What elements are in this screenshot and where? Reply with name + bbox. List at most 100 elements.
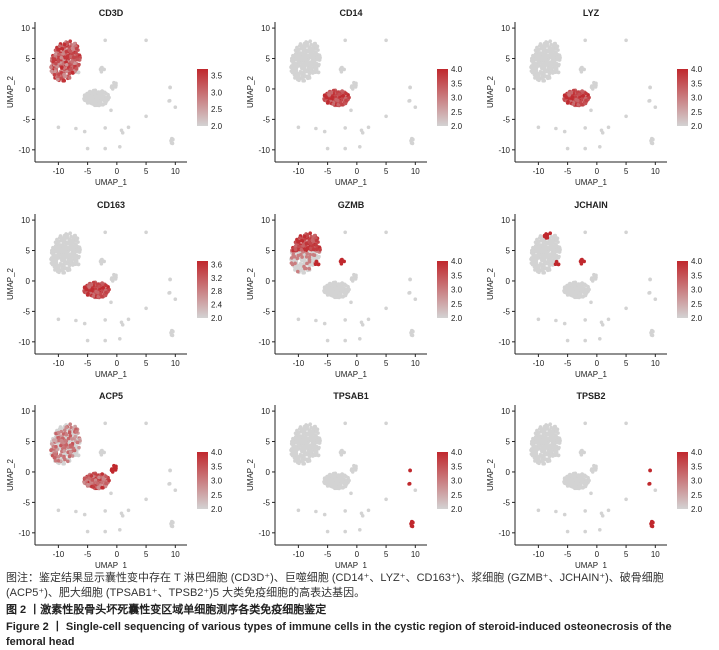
cell-point (61, 244, 65, 248)
cell-point (289, 69, 294, 73)
x-tick-label: -5 (84, 550, 92, 559)
cell-point (565, 338, 570, 343)
cell-point (366, 508, 371, 513)
cell-point (126, 125, 131, 130)
cell-point-expressed (67, 76, 72, 80)
x-tick-label: 5 (624, 550, 629, 559)
cell-point (536, 59, 541, 64)
cell-point-expressed (98, 292, 103, 296)
cell-point (532, 249, 537, 253)
cell-point-expressed (580, 102, 584, 107)
cell-point (544, 63, 549, 67)
colorbar-tick-label: 2.0 (211, 505, 223, 514)
cell-point (341, 286, 345, 290)
cell-point (322, 476, 327, 480)
cell-point (549, 54, 553, 58)
colorbar-tick-label: 3.5 (451, 79, 463, 88)
cell-point (571, 485, 576, 489)
cell-point (533, 52, 538, 56)
colorbar (197, 452, 208, 509)
cell-point (301, 79, 305, 83)
cell-point-expressed (69, 54, 73, 58)
cell-point (347, 478, 351, 483)
cell-point-expressed (52, 456, 57, 460)
cell-point-expressed (307, 266, 312, 271)
cell-point (540, 65, 544, 69)
cell-point (537, 72, 541, 77)
cell-point (171, 137, 175, 142)
cell-point-expressed (104, 283, 108, 288)
cell-point (587, 287, 591, 292)
cell-point-expressed (305, 261, 309, 266)
cell-point-expressed (56, 455, 61, 459)
cell-point (292, 73, 297, 77)
cell-point-expressed (407, 482, 411, 486)
x-tick-label: -5 (564, 550, 572, 559)
cell-point (647, 99, 651, 103)
x-tick-label: -5 (564, 167, 572, 176)
x-axis-label: UMAP_1 (95, 561, 128, 568)
cell-point (296, 59, 301, 64)
cell-point (583, 421, 587, 426)
cell-point-expressed (296, 269, 300, 274)
x-axis-label: UMAP_1 (335, 370, 368, 379)
cell-point (366, 125, 371, 130)
cell-point-expressed (289, 261, 294, 265)
y-tick-label: 0 (506, 277, 511, 286)
cell-point (304, 432, 309, 437)
cell-point (589, 491, 593, 496)
cell-point (336, 481, 340, 486)
y-tick-label: 10 (21, 24, 30, 33)
cell-point (325, 529, 330, 534)
x-tick-label: -10 (293, 167, 305, 176)
cell-point (144, 114, 148, 119)
cell-point (167, 99, 171, 103)
cell-point (569, 283, 574, 287)
colorbar-tick-label: 2.5 (691, 491, 703, 500)
cell-point (52, 265, 57, 269)
cell-point (61, 271, 65, 275)
x-tick-label: 5 (384, 359, 389, 368)
cell-point (555, 249, 560, 254)
cell-point (310, 59, 314, 64)
cell-point-expressed (316, 262, 320, 267)
cell-point (550, 59, 554, 64)
cell-point (296, 317, 301, 322)
cell-point (322, 321, 327, 326)
cell-point (72, 233, 77, 238)
cell-point (554, 126, 558, 131)
cell-point (297, 427, 302, 431)
cell-point-expressed (59, 55, 64, 60)
x-tick-label: -5 (84, 167, 92, 176)
cell-point (294, 61, 298, 66)
y-tick-label: 5 (26, 438, 31, 447)
cell-point (300, 65, 304, 69)
cell-point (413, 105, 418, 109)
cell-point (167, 291, 171, 295)
cell-point-expressed (86, 483, 90, 487)
cell-point (113, 276, 118, 280)
colorbar-tick-label: 3.5 (691, 271, 703, 280)
x-tick-label: 0 (595, 550, 600, 559)
cell-point (303, 74, 307, 79)
cell-point-expressed (296, 253, 301, 258)
cell-point (545, 69, 549, 74)
cell-point (532, 440, 537, 444)
cell-point-expressed (54, 61, 58, 66)
cell-point (384, 114, 388, 119)
cell-point-expressed (649, 524, 654, 528)
y-tick-label: 10 (21, 216, 30, 225)
cell-point (100, 448, 104, 453)
y-tick-label: 5 (266, 247, 271, 256)
colorbar-tick-label: 3.5 (451, 271, 463, 280)
y-tick-label: -10 (498, 338, 510, 347)
y-tick-label: 0 (26, 85, 31, 94)
cell-point (103, 230, 107, 235)
colorbar-tick-label: 2.0 (691, 505, 703, 514)
cell-point-expressed (295, 256, 300, 261)
cell-point (307, 263, 312, 268)
cell-point-expressed (63, 457, 67, 462)
cell-point-expressed (322, 93, 327, 97)
cell-point-expressed (330, 95, 335, 99)
cell-point-expressed (576, 98, 580, 103)
